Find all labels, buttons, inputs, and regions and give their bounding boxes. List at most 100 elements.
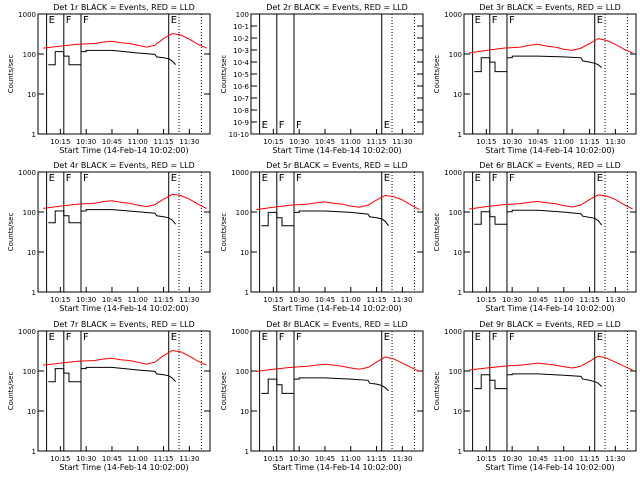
marker-label-e: E — [262, 120, 268, 131]
y-tick-label: 1000 — [231, 169, 249, 177]
x-tick-label: 11:15 — [153, 455, 173, 463]
y-tick-label: 1 — [32, 289, 36, 297]
y-tick-label: 10 — [453, 91, 462, 99]
marker-label-f: F — [66, 173, 72, 184]
series-line-lld — [469, 194, 633, 210]
chart-title: Det 4r BLACK = Events, RED = LLD — [53, 161, 195, 170]
marker-label-f: F — [66, 15, 72, 26]
marker-label-e: E — [262, 332, 268, 343]
x-tick-label: 10:15 — [263, 455, 283, 463]
x-tick-label: 11:30 — [392, 138, 412, 146]
x-tick-label: 10:30 — [289, 296, 309, 304]
x-tick-label: 10:45 — [315, 138, 335, 146]
series-line-events — [48, 209, 176, 225]
chart-title: Det 9r BLACK = Events, RED = LLD — [479, 320, 621, 329]
x-axis-label: Start Time (14-Feb-14 10:02:00) — [485, 304, 614, 313]
x-tick-label: 10:15 — [263, 138, 283, 146]
marker-label-f: F — [83, 332, 89, 343]
y-tick-label: 10 — [27, 249, 36, 257]
y-axis-label: Counts/sec — [220, 213, 228, 252]
series-line-events — [261, 377, 389, 394]
y-tick-label: 100 — [236, 209, 249, 217]
series-line-events — [48, 366, 176, 383]
x-tick-label: 11:15 — [366, 296, 386, 304]
y-axis-label: Counts/sec — [220, 372, 228, 411]
marker-label-e: E — [49, 173, 55, 184]
y-tick-label: 100 — [236, 11, 249, 19]
plot-frame — [37, 171, 211, 293]
marker-label-e: E — [597, 332, 603, 343]
x-tick-label: 11:30 — [179, 138, 199, 146]
x-tick-label: 10:45 — [315, 455, 335, 463]
x-tick-label: 10:30 — [76, 296, 96, 304]
y-tick-label: 10-2 — [233, 35, 249, 43]
marker-label-e: E — [171, 173, 177, 184]
x-axis-label: Start Time (14-Feb-14 10:02:00) — [485, 146, 614, 155]
marker-label-e: E — [384, 332, 390, 343]
y-tick-label: 1 — [458, 131, 462, 139]
marker-label-f: F — [509, 173, 515, 184]
x-tick-label: 11:00 — [128, 455, 148, 463]
x-axis-label: Start Time (14-Feb-14 10:02:00) — [59, 463, 188, 472]
chart-title: Det 5r BLACK = Events, RED = LLD — [266, 161, 408, 170]
y-tick-label: 1 — [458, 289, 462, 297]
y-tick-label: 1 — [245, 289, 249, 297]
x-tick-label: 11:15 — [366, 455, 386, 463]
marker-label-f: F — [296, 332, 302, 343]
marker-label-f: F — [83, 173, 89, 184]
marker-label-f: F — [509, 15, 515, 26]
y-axis-label: Counts/sec — [433, 213, 441, 252]
chart-panel-1: Det 1r BLACK = Events, RED = LLD 1 10 100 10… — [7, 3, 211, 155]
x-tick-label: 11:00 — [554, 138, 574, 146]
y-tick-label: 1000 — [18, 169, 36, 177]
x-tick-label: 11:15 — [579, 296, 599, 304]
y-tick-label: 1000 — [444, 169, 462, 177]
series-line-lld — [469, 38, 633, 54]
x-tick-label: 11:30 — [605, 455, 625, 463]
marker-label-f: F — [296, 120, 302, 131]
x-tick-label: 10:30 — [289, 138, 309, 146]
series-line-lld — [469, 355, 633, 371]
x-tick-label: 10:15 — [50, 455, 70, 463]
y-tick-label: 10-7 — [233, 95, 249, 103]
x-tick-label: 11:00 — [128, 138, 148, 146]
y-tick-label: 10-4 — [233, 59, 249, 67]
x-axis-label: Start Time (14-Feb-14 10:02:00) — [59, 304, 188, 313]
chart-panel-6: Det 6r BLACK = Events, RED = LLD 1 10 100 10… — [433, 161, 637, 313]
y-tick-label: 10-9 — [233, 119, 249, 127]
y-tick-label: 10-10 — [229, 131, 249, 139]
marker-label-e: E — [597, 173, 603, 184]
marker-label-e: E — [171, 332, 177, 343]
x-tick-label: 10:15 — [50, 138, 70, 146]
plot-frame — [37, 13, 211, 135]
y-axis-label: Counts/sec — [433, 55, 441, 94]
chart-title: Det 1r BLACK = Events, RED = LLD — [53, 3, 195, 12]
chart-title: Det 2r BLACK = Events, RED = LLD — [266, 3, 408, 12]
x-tick-label: 11:15 — [153, 138, 173, 146]
marker-label-f: F — [279, 120, 285, 131]
series-line-events — [474, 55, 602, 73]
chart-panel-8: Det 8r BLACK = Events, RED = LLD 1 10 100 10… — [220, 320, 424, 472]
x-tick-label: 10:30 — [76, 138, 96, 146]
y-tick-label: 10-3 — [233, 47, 249, 55]
x-tick-label: 11:00 — [128, 296, 148, 304]
marker-label-f: F — [279, 173, 285, 184]
x-tick-label: 10:30 — [502, 296, 522, 304]
x-axis-label: Start Time (14-Feb-14 10:02:00) — [272, 463, 401, 472]
y-axis-label: Counts/sec — [7, 372, 15, 411]
x-tick-label: 11:15 — [579, 138, 599, 146]
chart-panel-2: Det 2r BLACK = Events, RED = LLD 10-10 10-… — [220, 3, 424, 155]
y-tick-label: 10-1 — [233, 23, 249, 31]
chart-panel-3: Det 3r BLACK = Events, RED = LLD 1 10 100 10… — [433, 3, 637, 155]
x-axis-label: Start Time (14-Feb-14 10:02:00) — [485, 463, 614, 472]
y-tick-label: 100 — [236, 368, 249, 376]
marker-label-f: F — [492, 332, 498, 343]
series-line-events — [48, 49, 176, 66]
series-line-events — [261, 210, 389, 227]
x-tick-label: 11:00 — [554, 455, 574, 463]
plot-frame — [250, 330, 424, 452]
y-axis-label: Counts/sec — [7, 55, 15, 94]
chart-panel-7: Det 7r BLACK = Events, RED = LLD 1 10 100 10… — [7, 320, 211, 472]
marker-label-f: F — [492, 173, 498, 184]
